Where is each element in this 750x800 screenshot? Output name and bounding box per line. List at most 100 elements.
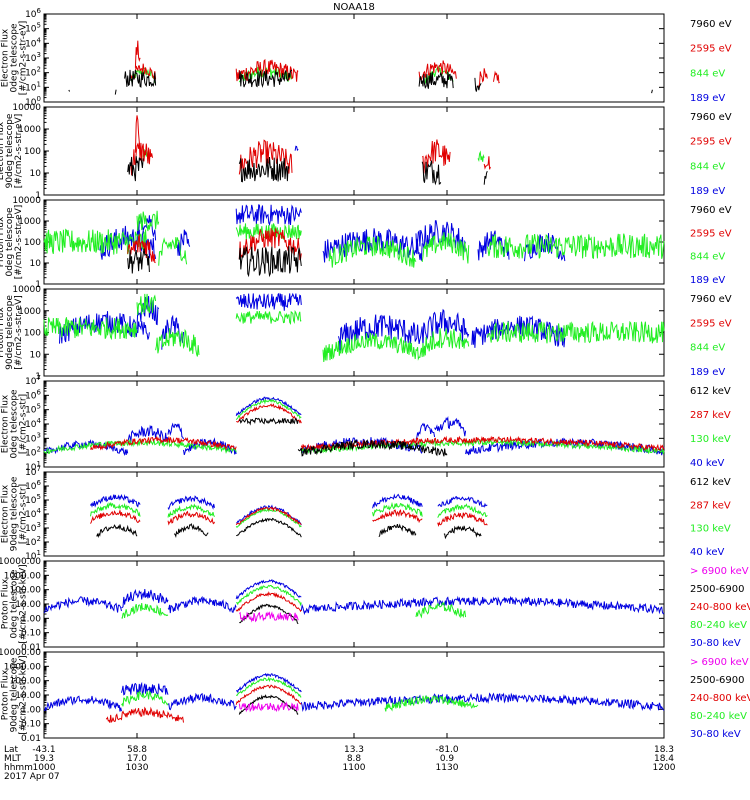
panel-6-blue-trace [372,493,423,509]
panel-7-ytick-label: 1000.00 [4,571,41,581]
panel-5-red-trace [236,403,302,424]
panel-3-green-trace [235,223,302,241]
xaxis-hhmm-value: 1200 [653,763,676,773]
panel-1-ytick-label: 106 [25,7,41,20]
panel-3-green-trace [421,232,470,264]
panel-8-ytick-label: 1.00 [21,705,41,715]
panel-6-red-trace [437,512,488,527]
panel-2-red-trace [134,115,141,153]
panel-6-green-trace [372,501,423,517]
panel-1-ylabel: TEDElectron Flux0deg telescope[#/cm2-s-s… [0,21,29,96]
panel-6-blue-trace [90,493,141,508]
panel-3-blue-trace [176,229,191,256]
panel-6-legend-3: 130 keV [690,524,731,535]
panel-6-ytick-label: 106 [25,479,41,492]
panel-1-legend-3: 844 eV [690,68,725,79]
panel-5-ytick-label: 104 [25,417,41,430]
panel-2-black-trace [238,157,290,183]
panel-6-legend-1: 612 keV [690,477,731,488]
panel-6-blue-trace [167,495,215,511]
panel-1-black-trace [238,69,292,88]
panel-1-legend-1: 7960 eV [690,19,732,30]
panel-3-blue-trace [235,204,302,226]
panel-8-legend-2: 2500-6900 [690,675,745,686]
panel-5-legend-1: 612 keV [690,386,731,397]
panel-5-red-trace [90,435,237,451]
panel-6-black-trace [173,523,209,538]
panel-5-green-trace [300,438,665,455]
panel-2-ytick-label: 100 [24,147,41,157]
panel-8-blue-trace [167,692,237,711]
panel-3-legend-3: 844 eV [690,252,725,263]
panel-1-red-trace [134,40,141,68]
panel-7-ytick-label: 0.10 [21,629,41,639]
panel-7-green-trace [121,603,169,619]
panel-3-legend-2: 2595 eV [690,228,732,239]
panel-8-green-trace [384,695,479,712]
panel-7-ytick-label: 10000.00 [0,557,41,567]
panel-2-ytick-label: 10000 [12,103,41,113]
panel-6-red-trace [372,509,423,524]
panel-1-legend-4: 189 eV [690,93,725,104]
panel-4-ytick-label: 10 [30,350,42,360]
panel-5-green-trace [43,438,237,454]
panel-3-legend-4: 189 eV [690,275,725,286]
panel-5-ytick-label: 107 [25,374,41,387]
panel-8-blue-trace [235,672,302,694]
panel-4-ytick-label: 100 [24,329,41,339]
xaxis-row-label-mlt: MLT [4,754,22,764]
panel-8-ytick-label: 1000.00 [4,662,41,672]
panel-6-ytick-label: 101 [25,549,41,562]
xaxis-lat-value: 13.3 [344,745,364,755]
panel-7-ytick-label: 100.00 [10,586,42,596]
chart-title: NOAA18 [333,2,375,13]
panel-7-green-trace [236,584,302,607]
date-label: 2017 Apr 07 [4,772,60,782]
panel-7-green-trace [415,601,467,619]
panel-3-ytick-label: 1 [35,280,41,290]
panel-4-blue-trace [136,296,160,330]
panel-6-red-trace [90,510,141,524]
panel-1-ytick-label: 103 [25,51,41,64]
panel-4-ylabel: Proton Flux90deg telescope[#/cm2-s-str-e… [0,295,24,370]
panel-2-black-trace [483,171,488,185]
panel-8-red-trace [105,706,184,723]
panel-2-legend-4: 189 eV [690,186,725,197]
panel-8-blue-trace [121,681,169,697]
xaxis-hhmm-value: 1100 [343,763,366,773]
xaxis-mlt-value: 18.4 [654,754,674,764]
xaxis-lat-value: -81.0 [435,745,459,755]
panel-8-green-trace [235,676,302,698]
panel-5-blue-trace [434,415,467,437]
panel-8-blue-trace [300,692,665,713]
panel-8-ytick-label: 10000.00 [0,648,41,658]
panel-1-ytick-label: 105 [25,22,41,35]
panel-7-ylabel: MEPEDProton Flux0deg telescope[#/cm2-s-s… [0,564,29,643]
panel-5-blue-trace [167,422,184,440]
panel-4-blue-trace [338,314,423,351]
panel-8-ytick-label: 0.01 [21,734,41,744]
xaxis-hhmm-value: 1000 [33,763,56,773]
panel-4-green-trace [322,332,423,363]
panel-5-ylabel: MEPEDElectron Flux0deg telescope[#/cm2-s… [0,389,29,459]
panel-5-ytick-label: 102 [25,446,41,459]
panel-5-frame [43,380,665,468]
panel-7-blue-trace [43,596,122,614]
panel-1-ytick-label: 100 [25,95,41,108]
panel-4-legend-4: 189 eV [690,367,725,378]
panel-2-red-trace [483,156,491,170]
panel-1-red-trace [477,68,488,89]
panel-3-black-trace [238,246,302,278]
panel-7-blue-trace [121,588,169,609]
xaxis-mlt-value: 19.3 [34,754,54,764]
panel-6-ylabel: MEPEDElectron Flux90deg telescope[#/cm2-… [0,476,29,551]
panel-2-ytick-label: 1 [35,191,41,201]
panel-3-red-trace [127,233,156,264]
xaxis-hhmm-value: 1030 [126,763,149,773]
panel-7-ytick-label: 10.00 [15,600,41,610]
xaxis-mlt-value: 0.9 [440,754,455,764]
panel-6-green-trace [235,506,302,529]
panel-1-black-trace [418,71,454,89]
panel-4-blue-trace [421,308,470,347]
panel-7-blue-trace [235,579,302,600]
